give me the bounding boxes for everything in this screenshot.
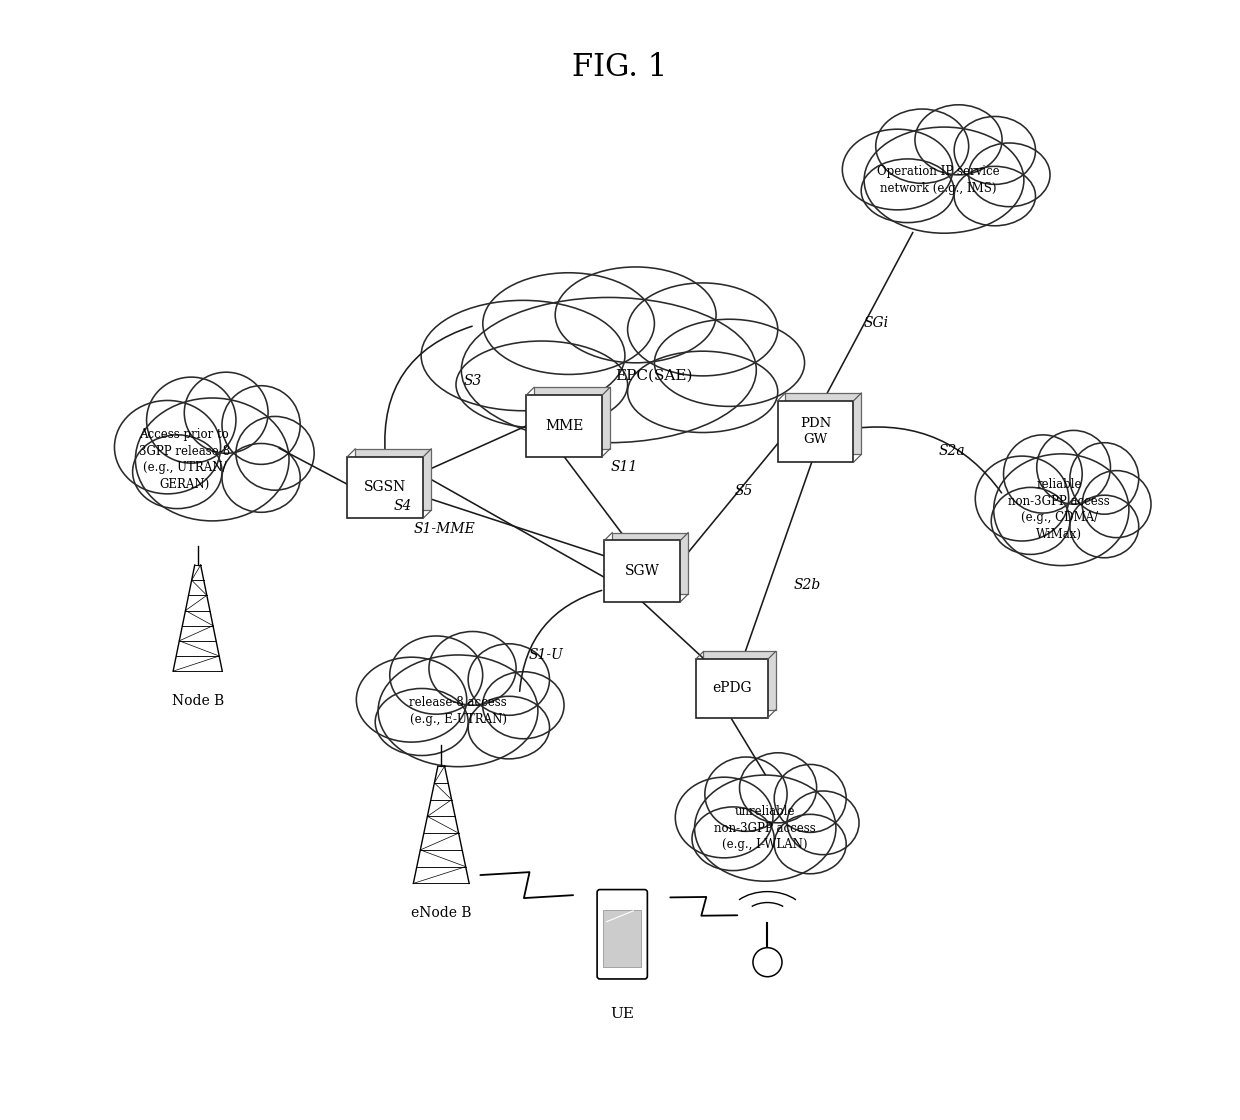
Ellipse shape xyxy=(915,105,1002,175)
Text: S2b: S2b xyxy=(794,578,821,591)
Text: Operation IP service
network (e.g., IMS): Operation IP service network (e.g., IMS) xyxy=(877,166,999,195)
Ellipse shape xyxy=(774,814,846,874)
Ellipse shape xyxy=(627,352,777,432)
Text: FIG. 1: FIG. 1 xyxy=(573,52,667,83)
Text: UE: UE xyxy=(610,1007,634,1021)
Text: Node B: Node B xyxy=(171,694,223,708)
Ellipse shape xyxy=(954,116,1035,185)
Ellipse shape xyxy=(469,697,549,759)
Ellipse shape xyxy=(991,487,1070,554)
Ellipse shape xyxy=(1070,495,1138,558)
Ellipse shape xyxy=(862,159,954,223)
Text: reliable
non-3GPP access
(e.g., CDMA/
WiMax): reliable non-3GPP access (e.g., CDMA/ Wi… xyxy=(1008,478,1110,541)
Text: S1-U: S1-U xyxy=(528,648,563,662)
Ellipse shape xyxy=(694,775,836,881)
Ellipse shape xyxy=(133,435,222,508)
Ellipse shape xyxy=(954,167,1035,226)
Ellipse shape xyxy=(875,109,968,184)
Ellipse shape xyxy=(864,127,1024,233)
Text: S5: S5 xyxy=(735,484,754,497)
Text: S1-MME: S1-MME xyxy=(413,522,475,535)
Ellipse shape xyxy=(456,340,627,428)
Ellipse shape xyxy=(222,385,300,465)
Text: MME: MME xyxy=(544,419,583,433)
Ellipse shape xyxy=(976,456,1069,541)
Ellipse shape xyxy=(704,757,787,831)
FancyBboxPatch shape xyxy=(777,401,853,463)
Ellipse shape xyxy=(627,283,777,376)
Ellipse shape xyxy=(389,636,482,715)
Ellipse shape xyxy=(222,444,300,512)
Ellipse shape xyxy=(1037,430,1111,504)
Text: SGW: SGW xyxy=(625,564,660,578)
Ellipse shape xyxy=(556,267,715,363)
FancyBboxPatch shape xyxy=(534,388,610,449)
Text: S11: S11 xyxy=(611,460,639,474)
Ellipse shape xyxy=(376,689,469,756)
Text: release-8 access
(e.g., E-UTRAN): release-8 access (e.g., E-UTRAN) xyxy=(409,696,507,726)
FancyBboxPatch shape xyxy=(603,911,641,968)
Ellipse shape xyxy=(482,273,655,374)
Ellipse shape xyxy=(842,129,952,209)
FancyBboxPatch shape xyxy=(598,889,647,979)
FancyBboxPatch shape xyxy=(613,533,688,594)
Ellipse shape xyxy=(1070,442,1138,514)
FancyBboxPatch shape xyxy=(696,660,768,718)
Text: S4: S4 xyxy=(393,500,412,513)
Ellipse shape xyxy=(676,777,773,858)
Ellipse shape xyxy=(185,372,268,454)
Ellipse shape xyxy=(236,417,314,491)
Text: unreliable
non-3GPP access
(e.g., I-WLAN): unreliable non-3GPP access (e.g., I-WLAN… xyxy=(714,805,816,851)
FancyBboxPatch shape xyxy=(703,652,776,710)
FancyBboxPatch shape xyxy=(785,393,862,455)
Ellipse shape xyxy=(135,398,289,521)
Text: SGSN: SGSN xyxy=(365,480,407,494)
Ellipse shape xyxy=(114,401,221,494)
Text: eNode B: eNode B xyxy=(410,906,471,921)
Ellipse shape xyxy=(429,632,516,706)
Ellipse shape xyxy=(1083,470,1151,538)
FancyBboxPatch shape xyxy=(347,457,423,519)
Ellipse shape xyxy=(146,377,236,464)
Ellipse shape xyxy=(774,765,846,832)
Ellipse shape xyxy=(787,791,859,855)
FancyBboxPatch shape xyxy=(526,395,603,457)
Circle shape xyxy=(753,948,782,977)
Text: S3: S3 xyxy=(464,374,482,389)
Ellipse shape xyxy=(422,300,625,411)
FancyBboxPatch shape xyxy=(604,541,681,601)
Text: Access prior to
3GPP release-8
(e.g., UTRAN/
GERAN): Access prior to 3GPP release-8 (e.g., UT… xyxy=(139,428,229,491)
Text: SGi: SGi xyxy=(863,316,889,330)
Text: EPC(SAE): EPC(SAE) xyxy=(615,368,692,383)
Ellipse shape xyxy=(1003,435,1083,513)
Ellipse shape xyxy=(482,672,564,739)
Text: S2a: S2a xyxy=(939,444,965,457)
Ellipse shape xyxy=(378,655,538,767)
Text: ePDG: ePDG xyxy=(712,681,751,696)
Ellipse shape xyxy=(655,319,805,407)
Ellipse shape xyxy=(993,454,1128,566)
Ellipse shape xyxy=(461,298,756,442)
Ellipse shape xyxy=(739,753,817,823)
Ellipse shape xyxy=(692,806,774,870)
Text: PDN
GW: PDN GW xyxy=(800,418,831,446)
Ellipse shape xyxy=(469,644,549,716)
Ellipse shape xyxy=(968,143,1050,207)
Ellipse shape xyxy=(356,657,466,743)
FancyBboxPatch shape xyxy=(355,449,432,511)
